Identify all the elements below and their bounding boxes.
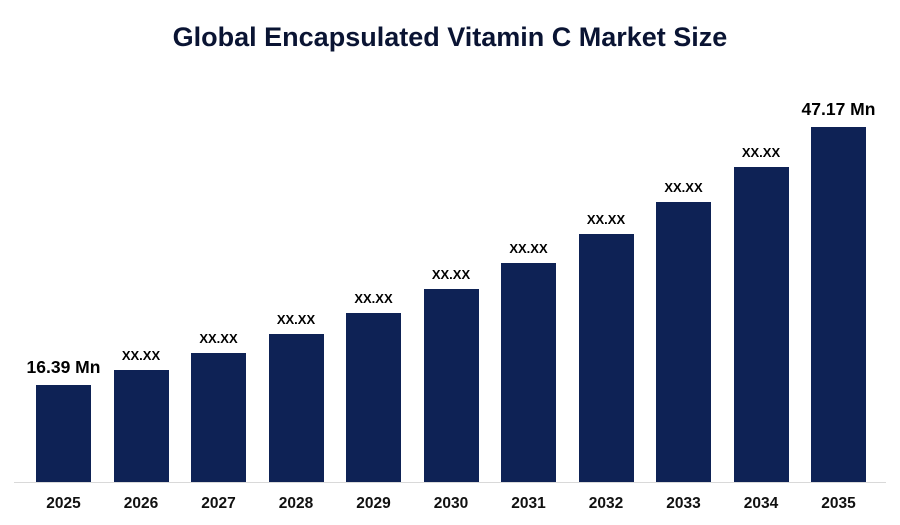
bar-group: 47.17 Mn — [802, 99, 875, 482]
bar-group: XX.XX — [423, 267, 479, 482]
bar — [36, 385, 91, 482]
bar-value-label: XX.XX — [431, 267, 471, 282]
bar — [423, 289, 479, 482]
chart-title: Global Encapsulated Vitamin C Market Siz… — [172, 22, 728, 52]
x-axis-label: 2031 — [511, 495, 546, 512]
bar-group: 16.39 Mn — [27, 357, 100, 482]
bar-group: XX.XX — [113, 348, 169, 482]
bar-value-label: XX.XX — [509, 241, 548, 256]
x-axis-label: 2025 — [46, 495, 81, 512]
bar-value-label: 16.39 Mn — [26, 357, 101, 377]
bar — [733, 167, 789, 482]
bar — [346, 313, 401, 482]
x-axis: 2025 2026 2027 2028 2029 2030 2031 2032 2033 2034… — [14, 483, 886, 525]
bar-group: XX.XX — [501, 241, 556, 482]
bar-value-label: XX.XX — [121, 348, 161, 363]
bar-value-label: XX.XX — [664, 180, 703, 195]
bar-value-label: XX.XX — [276, 312, 316, 327]
x-axis-label: 2029 — [356, 495, 391, 512]
bar — [113, 370, 169, 482]
x-axis-label: 2034 — [743, 495, 779, 512]
bar-value-label: XX.XX — [741, 145, 781, 160]
bar — [268, 334, 324, 482]
x-axis-label: 2028 — [278, 495, 314, 512]
bar-value-label: XX.XX — [199, 331, 238, 346]
x-axis-label: 2027 — [201, 495, 236, 512]
bar — [501, 263, 556, 482]
bar-group: XX.XX — [346, 291, 401, 482]
bar-value-label: 47.17 Mn — [801, 99, 876, 119]
bar-group: XX.XX — [268, 312, 324, 482]
bar — [656, 202, 711, 482]
bar-value-label: XX.XX — [586, 212, 626, 227]
x-axis-label: 2026 — [123, 495, 159, 512]
bar — [578, 234, 634, 482]
bar — [811, 127, 866, 482]
bar-group: XX.XX — [191, 331, 246, 482]
x-axis-label: 2035 — [821, 495, 856, 512]
x-axis-label: 2033 — [666, 495, 701, 512]
x-axis-label: 2032 — [588, 495, 624, 512]
bar — [191, 353, 246, 482]
bar-group: XX.XX — [578, 212, 634, 482]
bar-group: XX.XX — [733, 145, 789, 482]
bar-group: XX.XX — [656, 180, 711, 482]
plot-area: 16.39 Mn XX.XX XX.XX XX.XX XX.XX XX.XX XX.XX XX… — [14, 53, 886, 483]
bar-value-label: XX.XX — [354, 291, 393, 306]
x-axis-label: 2030 — [433, 495, 469, 512]
